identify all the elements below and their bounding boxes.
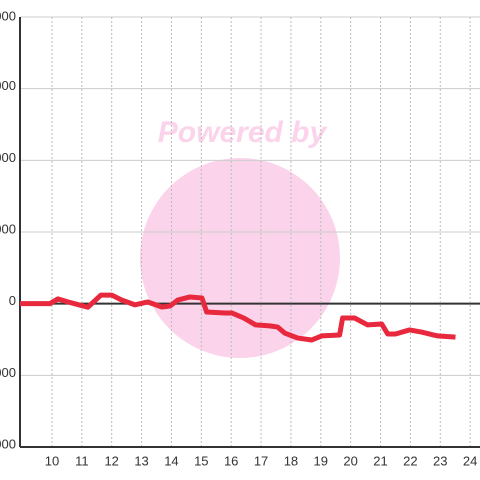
x-tick-label: 20 — [343, 453, 357, 468]
x-tick-label: 15 — [194, 453, 208, 468]
x-tick-label: 13 — [134, 453, 148, 468]
x-tick-label: 16 — [224, 453, 238, 468]
y-tick-label: -3,000 — [0, 365, 16, 380]
y-tick-label: -6,000 — [0, 436, 16, 451]
x-tick-label: 18 — [284, 453, 298, 468]
watermark-logo — [140, 158, 340, 358]
y-tick-label: 3,000 — [0, 221, 16, 236]
x-tick-label: 21 — [373, 453, 387, 468]
x-tick-label: 14 — [164, 453, 178, 468]
y-tick-label: 0 — [9, 293, 16, 308]
x-tick-label: 17 — [254, 453, 268, 468]
x-tick-label: 12 — [104, 453, 118, 468]
x-tick-label: 24 — [463, 453, 477, 468]
y-tick-label: 12,000 — [0, 8, 16, 23]
watermark: Powered by — [158, 116, 328, 149]
y-tick-label: 6,000 — [0, 150, 16, 165]
y-tick-label: 9,000 — [0, 78, 16, 93]
x-tick-label: 19 — [314, 453, 328, 468]
x-tick-label: 10 — [45, 453, 59, 468]
x-tick-label: 23 — [433, 453, 447, 468]
line — [20, 292, 456, 343]
x-tick-label: 11 — [75, 453, 89, 468]
x-tick-label: 22 — [403, 453, 417, 468]
